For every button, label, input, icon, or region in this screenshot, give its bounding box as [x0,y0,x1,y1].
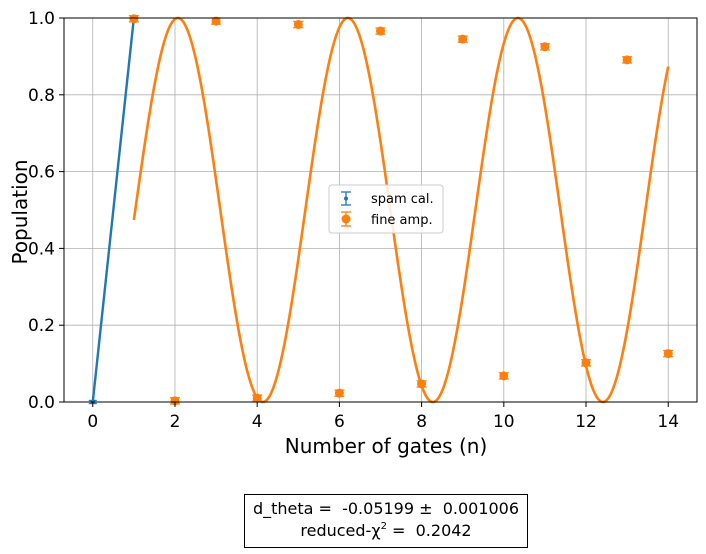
fine-amp-point [211,16,221,26]
fit-result-box: d_theta = -0.05199 ± 0.001006 reduced-χ2… [244,494,528,548]
x-tick-label: 2 [170,412,181,432]
legend-marker-spam-cal [341,191,351,206]
x-tick-label: 14 [657,412,679,432]
fine-amp-point [499,371,509,381]
x-tick-label: 10 [493,412,515,432]
fine-amp-point [663,349,673,359]
fine-amp-point [334,388,344,398]
legend: spam cal. fine amp. [328,184,444,234]
legend-label-spam-cal: spam cal. [371,192,434,207]
legend-marker-fine-amp [341,211,351,227]
fit-result-chi2: reduced-χ2 = 0.2042 [245,520,527,542]
fine-amp-point [540,42,550,52]
y-ticks: 0.0 0.2 0.4 0.6 0.8 1.0 [28,9,64,413]
fit-lines [91,16,670,404]
fine-amp-point [170,396,180,406]
fine-amp-point [417,379,427,389]
fine-amp-point [376,26,385,36]
chi2-label: reduced-χ [300,521,381,540]
x-tick-label: 12 [575,412,597,432]
fit-result-dtheta: d_theta = -0.05199 ± 0.001006 [252,499,520,518]
y-tick-label: 0.0 [28,393,55,413]
spam-cal-line [91,17,136,403]
x-axis-label: Number of gates (n) [285,434,488,458]
legend-label-fine-amp: fine amp. [371,213,433,228]
chi2-superscript: 2 [380,521,387,532]
legend-frame [328,184,444,234]
fine-amp-point [293,20,303,30]
y-tick-label: 0.2 [28,316,55,336]
x-tick-label: 4 [252,412,263,432]
plot-frame [63,17,698,403]
fine-amp-fit-curve [132,16,670,404]
fine-amp-point [622,55,632,65]
fine-amp-point [252,393,262,403]
y-axis-label: Population [8,159,32,264]
x-ticks: 0 2 4 6 8 10 12 14 [87,402,679,432]
x-tick-label: 8 [416,412,427,432]
x-tick-label: 0 [87,412,98,432]
y-tick-label: 1.0 [28,9,55,29]
fine-amp-point [581,358,591,368]
y-tick-label: 0.4 [28,239,55,259]
x-tick-label: 6 [334,412,345,432]
fine-amp-point [129,14,139,24]
y-tick-label: 0.6 [28,163,55,183]
fine-amp-point [458,34,468,44]
y-tick-label: 0.8 [28,86,55,106]
chi2-value: = 0.2042 [386,521,472,540]
